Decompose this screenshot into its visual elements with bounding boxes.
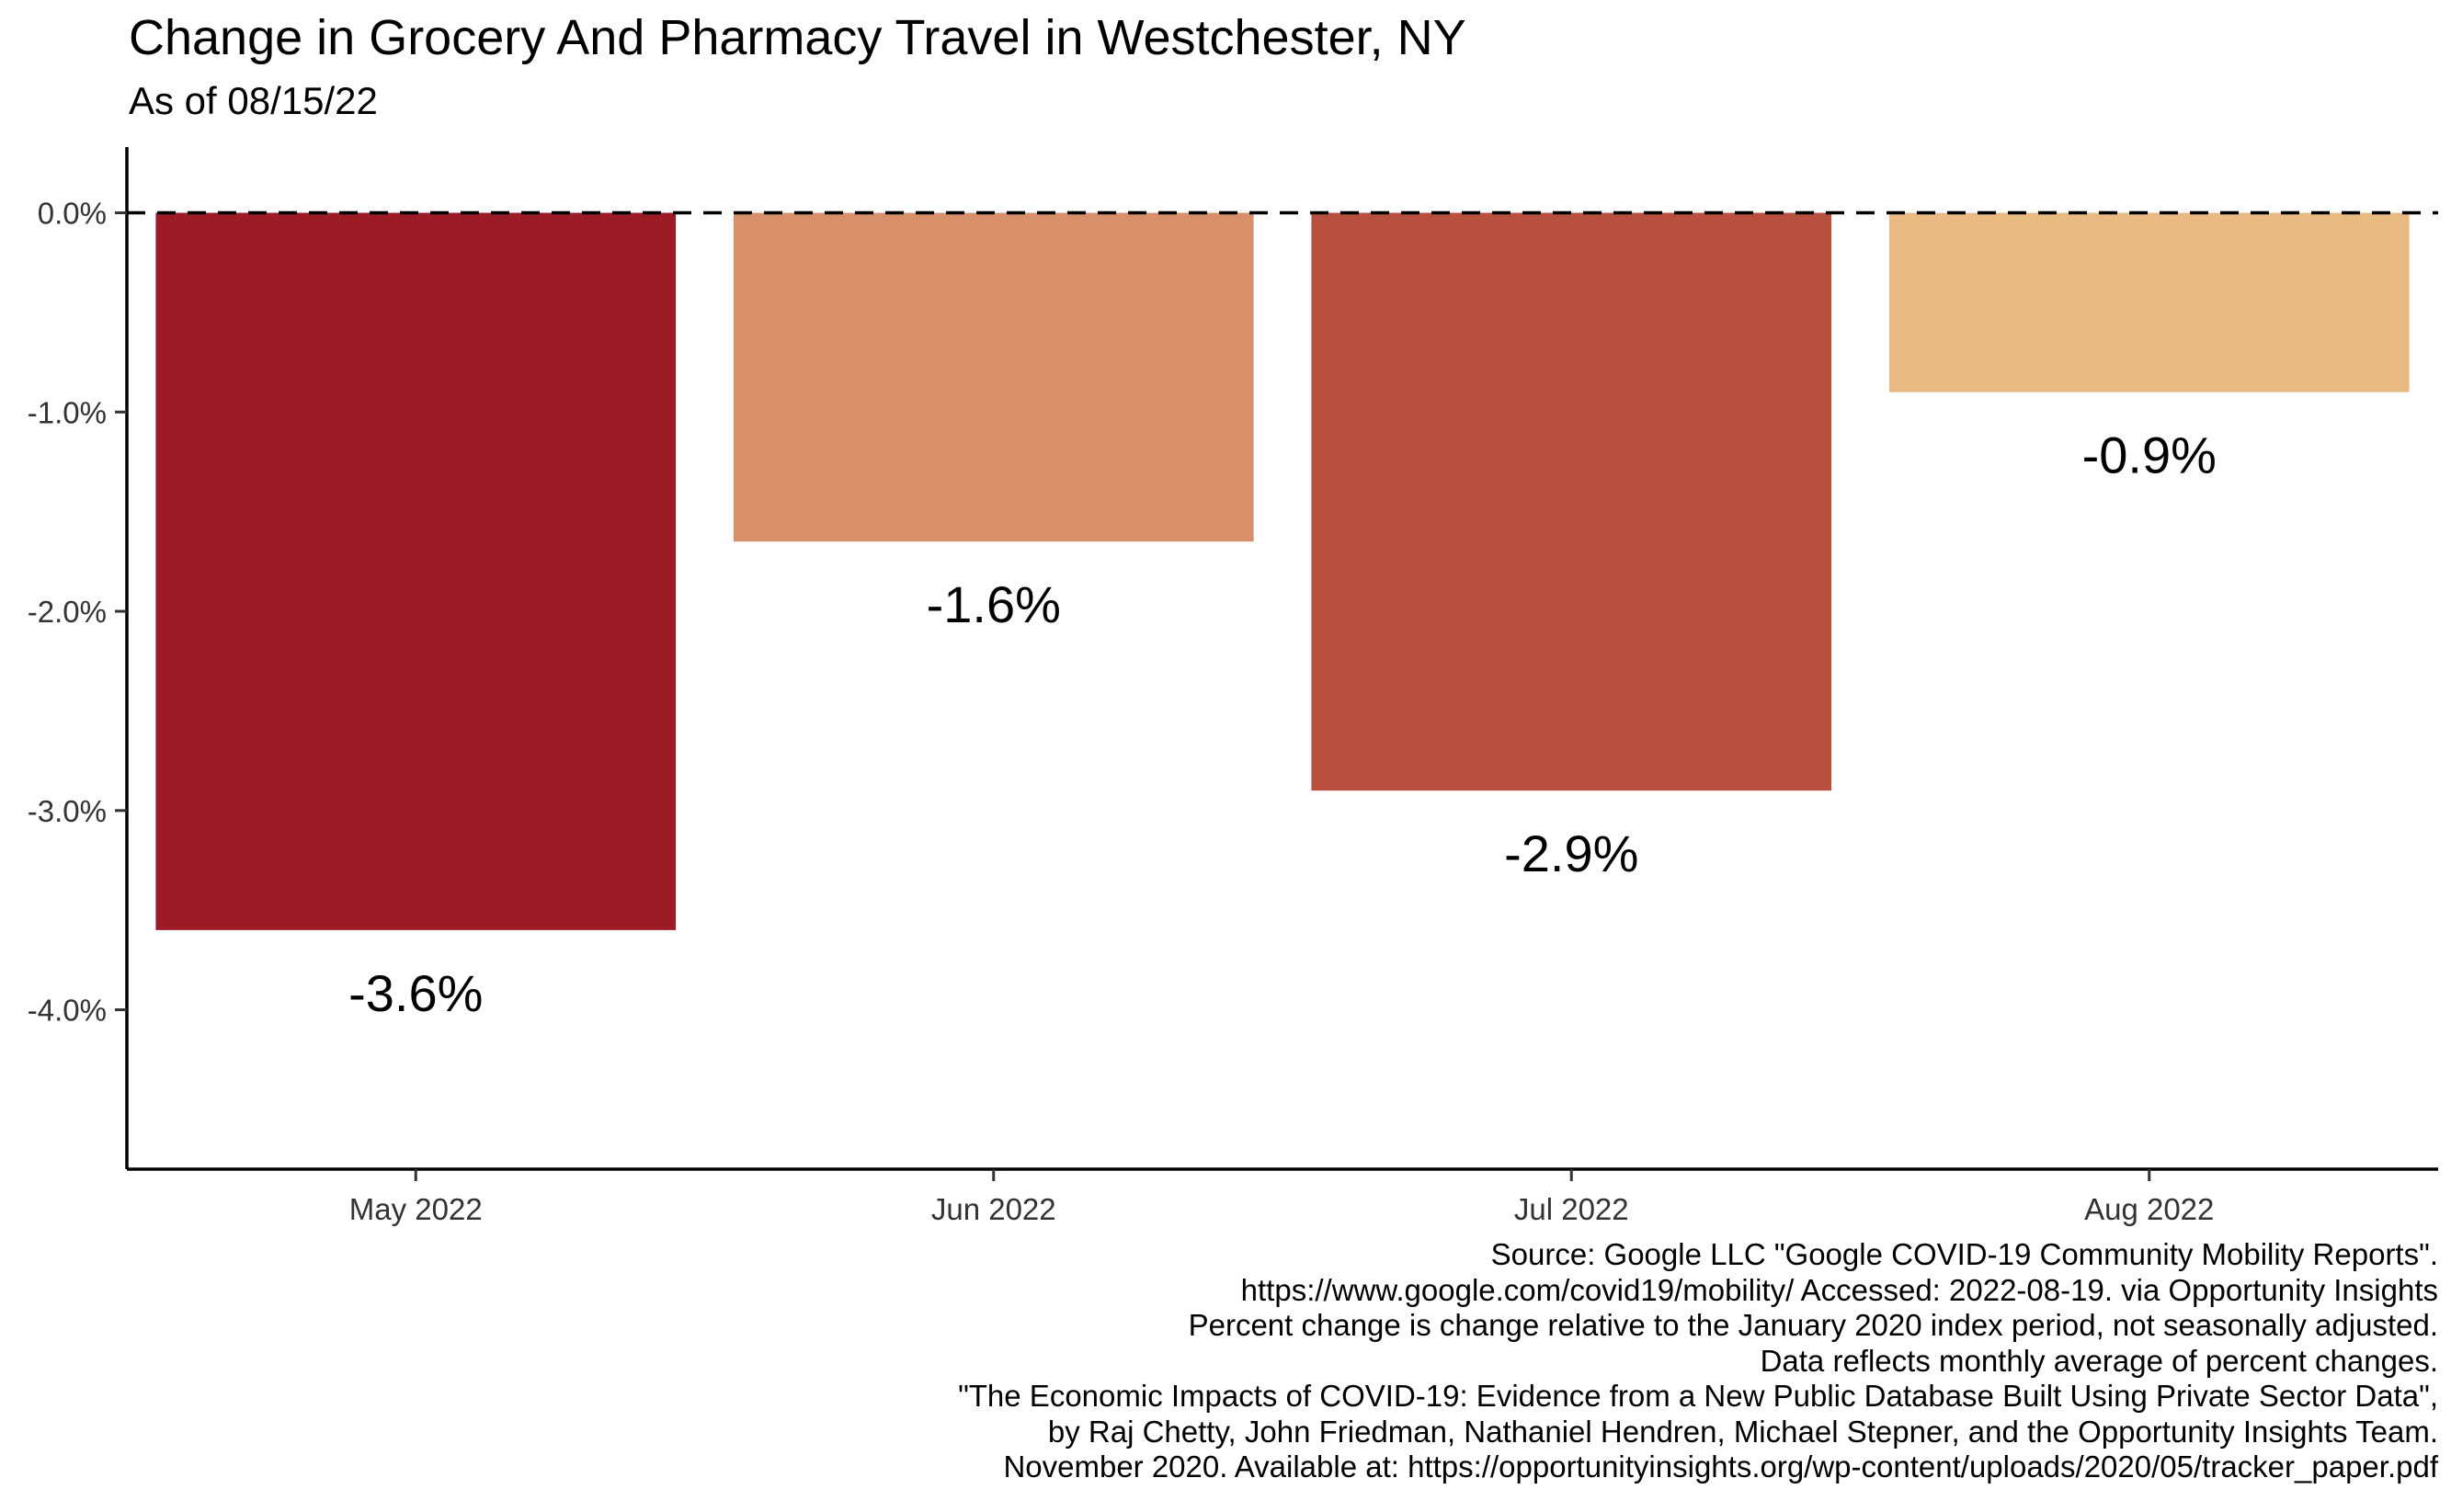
caption-line: Source: Google LLC "Google COVID-19 Comm…	[1490, 1237, 2438, 1271]
data-label: -3.6%	[348, 964, 483, 1022]
bars-layer	[155, 212, 2410, 930]
y-tick-label: -2.0%	[28, 595, 107, 629]
x-tick-label: Jul 2022	[1514, 1192, 1629, 1226]
caption-line: by Raj Chetty, John Friedman, Nathaniel …	[1047, 1414, 2438, 1449]
caption-line: Percent change is change relative to the…	[1188, 1308, 2438, 1342]
y-tick-label: -1.0%	[28, 395, 107, 429]
chart-subtitle: As of 08/15/22	[129, 79, 378, 122]
bar-3	[1311, 212, 1832, 791]
source-caption: Source: Google LLC "Google COVID-19 Comm…	[958, 1237, 2438, 1485]
caption-line: https://www.google.com/covid19/mobility/…	[1240, 1272, 2438, 1307]
data-label: -1.6%	[927, 575, 1061, 633]
data-label: -0.9%	[2082, 426, 2217, 484]
bar-2	[733, 212, 1254, 542]
x-tick-label: May 2022	[349, 1192, 483, 1226]
caption-line: "The Economic Impacts of COVID-19: Evide…	[958, 1379, 2438, 1413]
data-label: -2.9%	[1504, 824, 1638, 882]
caption-line: Data reflects monthly average of percent…	[1760, 1343, 2438, 1378]
data-labels-layer: -3.6% -1.6% -2.9% -0.9%	[348, 426, 2217, 1022]
caption-line: November 2020. Available at: https://opp…	[1003, 1449, 2438, 1484]
chart-title: Change in Grocery And Pharmacy Travel in…	[129, 10, 1466, 65]
x-tick-label: Jun 2022	[931, 1192, 1056, 1226]
bar-1	[155, 212, 677, 930]
bar-4	[1888, 212, 2410, 392]
y-tick-label: 0.0%	[38, 197, 107, 231]
axes-layer: May 2022 Jun 2022 Jul 2022 Aug 2022 0.0% -1.0…	[28, 147, 2438, 1226]
y-tick-label: -4.0%	[28, 994, 107, 1028]
y-tick-label: -3.0%	[28, 794, 107, 828]
x-tick-label: Aug 2022	[2084, 1192, 2214, 1226]
